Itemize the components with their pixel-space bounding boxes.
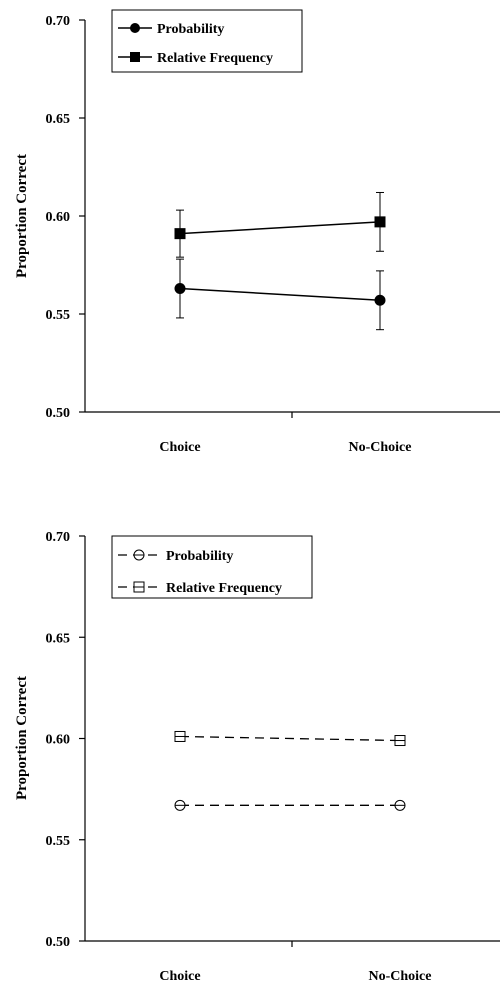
y-tick-label: 0.60 bbox=[46, 733, 71, 748]
legend-marker-probability bbox=[130, 23, 140, 33]
series-layer bbox=[174, 191, 386, 331]
x-tick-labels: Choice No-Choice bbox=[159, 440, 411, 455]
y-axis-title: Proportion Correct bbox=[14, 154, 30, 278]
y-tick-label: 0.65 bbox=[46, 631, 71, 646]
series-line-probability bbox=[179, 287, 381, 302]
y-tick-label: 0.55 bbox=[46, 834, 71, 849]
y-tick-labels: 0.50 0.55 0.60 0.65 0.70 bbox=[46, 530, 85, 950]
legend-marker-relative-frequency bbox=[130, 52, 140, 62]
data-point-relative-frequency bbox=[374, 216, 386, 228]
y-tick-label: 0.70 bbox=[46, 530, 71, 545]
chart-panel-bottom: Proportion Correct 0.500.550.600.650.70 … bbox=[14, 530, 500, 984]
chart-panel-top: Proportion Correct 0.500.550.600.650.70 … bbox=[14, 9, 500, 455]
series-relative-frequency bbox=[174, 730, 406, 747]
legend-box bbox=[111, 9, 303, 73]
y-tick-label: 0.50 bbox=[46, 935, 71, 950]
legend-item-relative-frequency: Relative Frequency bbox=[118, 581, 282, 596]
legend-label-probability: Probability bbox=[166, 549, 233, 564]
x-tick-label-choice: Choice bbox=[159, 969, 200, 984]
series-probability bbox=[174, 258, 386, 331]
x-tick-label-choice: Choice bbox=[159, 440, 200, 455]
legend-label-probability: Probability bbox=[157, 22, 224, 37]
series-line-relative-frequency bbox=[179, 221, 381, 235]
y-tick-labels: 0.50 0.55 0.60 0.65 0.70 bbox=[46, 14, 85, 421]
series-layer bbox=[174, 730, 406, 811]
legend: Probability Relative Frequency bbox=[111, 535, 313, 599]
data-point-probability bbox=[174, 283, 186, 295]
y-tick-label: 0.55 bbox=[46, 308, 71, 323]
legend-label-relative-frequency: Relative Frequency bbox=[157, 51, 273, 66]
y-tick-label: 0.60 bbox=[46, 210, 71, 225]
x-tick-label-no-choice: No-Choice bbox=[369, 969, 432, 984]
series-probability bbox=[174, 799, 406, 811]
legend-item-relative-frequency: Relative Frequency bbox=[118, 51, 273, 66]
y-tick-label: 0.50 bbox=[46, 406, 71, 421]
legend-label-relative-frequency: Relative Frequency bbox=[166, 581, 282, 596]
x-tick-labels: Choice No-Choice bbox=[159, 969, 431, 984]
data-point-relative-frequency bbox=[174, 228, 186, 240]
series-line-relative-frequency bbox=[179, 735, 401, 742]
y-tick-label: 0.70 bbox=[46, 14, 71, 29]
y-axis-title: Proportion Correct bbox=[14, 676, 30, 800]
legend-item-probability: Probability bbox=[118, 549, 233, 564]
y-tick-label: 0.65 bbox=[46, 112, 71, 127]
data-point-probability bbox=[374, 294, 386, 306]
legend-item-probability: Probability bbox=[118, 22, 224, 37]
series-relative-frequency bbox=[174, 191, 386, 258]
legend-box bbox=[111, 535, 313, 599]
x-tick-label-no-choice: No-Choice bbox=[349, 440, 412, 455]
legend: Probability Relative Frequency bbox=[111, 9, 303, 73]
